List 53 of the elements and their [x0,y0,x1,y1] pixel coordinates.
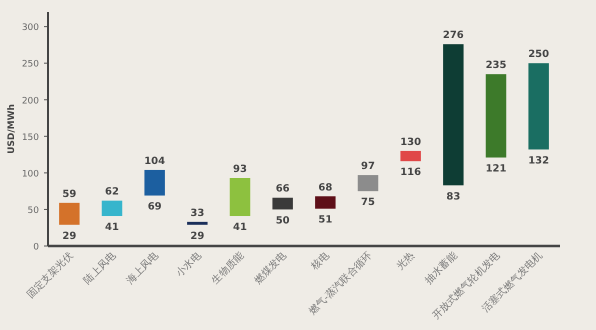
annotation: 41 [233,222,247,234]
annotation: 68 [318,182,332,194]
annotation: 93 [233,164,247,175]
x-tick-label: 光热 [394,250,417,272]
x-tick-label: 燃煤发电 [252,250,289,286]
annotation: 121 [486,164,506,175]
bar [486,74,506,158]
x-tick-label: 生物质能 [209,250,246,286]
annotation: 69 [148,202,162,213]
annotation: 29 [62,230,76,242]
bar [528,63,549,150]
annotation: 132 [528,155,550,166]
annotation: 29 [190,230,204,242]
x-tick-label: 抽水蓄能 [422,250,460,286]
bar [59,202,80,225]
annotation: 250 [528,49,550,60]
annotation: 235 [486,60,506,72]
annotation: 276 [442,30,464,42]
x-tick-label: 小水电 [174,250,204,280]
annotation: 51 [318,214,332,226]
annotation: 130 [400,136,422,148]
bar [187,222,208,225]
annotation: 116 [400,167,422,178]
annotation: 62 [105,186,119,198]
y-tick-label: 300 [22,23,40,34]
bar [144,170,165,196]
x-tick-label: 海上风电 [124,250,161,286]
annotation: 41 [105,222,119,234]
y-tick-label: 100 [22,169,40,180]
y-tick-label: 150 [22,132,40,143]
bar [102,200,122,216]
y-tick-label: 200 [22,96,40,106]
annotation: 104 [144,156,166,167]
annotation: 97 [361,161,375,172]
x-tick-label: 固定支架光伏 [24,250,76,301]
annotation: 75 [361,197,375,208]
x-tick-label: 核电 [308,250,332,273]
y-tick-label: 250 [22,60,40,70]
annotation: 33 [190,208,204,219]
bar [315,196,336,209]
annotation: 66 [276,184,290,195]
y-tick-label: 0 [33,242,40,252]
bar [358,175,378,192]
annotation: 59 [62,188,76,200]
y-tick-label: 50 [28,206,40,216]
y-axis-title: USD/MWh [7,104,17,154]
x-tick-label: 陆上风电 [81,250,118,286]
bar [230,178,250,216]
bar [272,198,293,210]
annotation: 83 [446,191,460,202]
annotation: 50 [276,215,290,226]
bar [400,150,421,162]
bar [443,44,464,186]
